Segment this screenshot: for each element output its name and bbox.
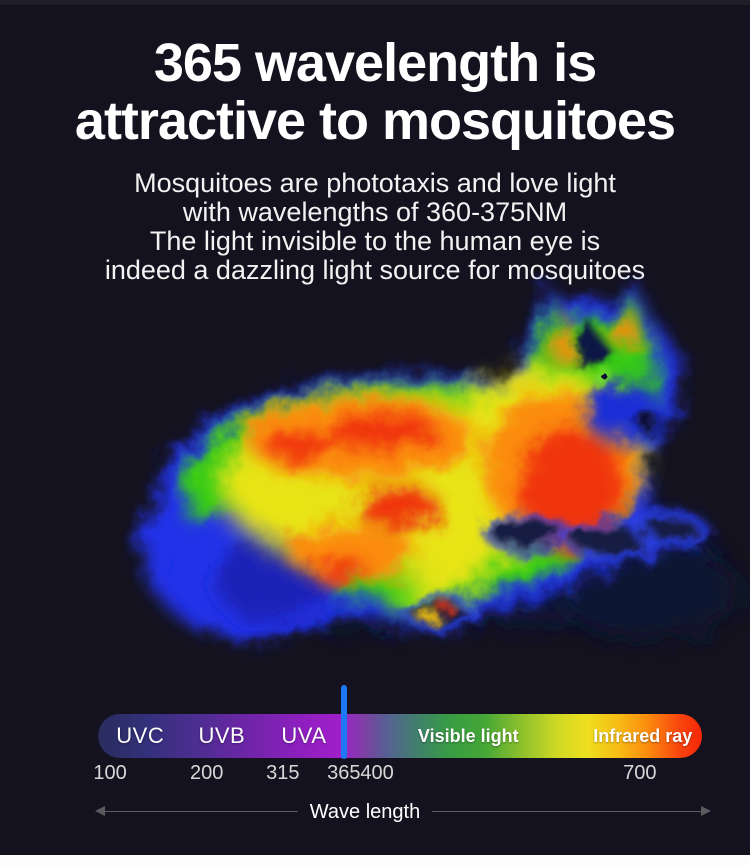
tick-315: 315	[266, 762, 300, 784]
axis-label: Wave length	[297, 799, 433, 825]
title-line-2: attractive to mosquitoes	[74, 91, 676, 151]
thermal-cat-svg	[140, 280, 740, 640]
band-label-visible-light: Visible light	[417, 726, 519, 746]
wavelength-marker	[340, 685, 347, 759]
thermal-cat-image	[0, 262, 750, 682]
band-label-infrared-ray: Infrared ray	[593, 726, 693, 746]
wavelength-ticks: 100 200 315 365 400 700	[93, 762, 702, 784]
tick-200: 200	[190, 762, 224, 784]
tick-100: 100	[93, 762, 127, 784]
arrow-right-icon	[701, 806, 711, 816]
tick-365: 365	[327, 762, 361, 784]
wavelength-spectrum: UVC UVB UVA Visible light Infrared ray	[98, 685, 702, 780]
subtitle-line: The light invisible to the human eye is	[149, 226, 601, 256]
band-label-uvb: UVB	[198, 723, 246, 748]
subtitle-line: Mosquitoes are phototaxis and love light	[134, 168, 616, 198]
arrow-left-icon	[95, 806, 105, 816]
band-label-uva: UVA	[281, 723, 327, 748]
tick-400: 400	[360, 762, 394, 784]
tick-700: 700	[623, 762, 657, 784]
page-subtitle: Mosquitoes are phototaxis and love light…	[0, 169, 750, 285]
bottom-white-strip	[0, 855, 750, 866]
band-label-uvc: UVC	[116, 723, 165, 748]
subtitle-line: with wavelengths of 360-375NM	[182, 197, 568, 227]
cat-head-details	[572, 320, 664, 442]
title-line-1: 365 wavelength is	[153, 33, 597, 93]
spectrum-bar: UVC UVB UVA Visible light Infrared ray	[98, 714, 702, 758]
top-edge-artifact	[0, 0, 750, 5]
cat-paws	[403, 511, 705, 629]
subtitle-line: indeed a dazzling light source for mosqu…	[104, 255, 646, 285]
wavelength-axis: Wave length	[95, 799, 711, 825]
page-title: 365 wavelength is attractive to mosquito…	[0, 34, 750, 150]
